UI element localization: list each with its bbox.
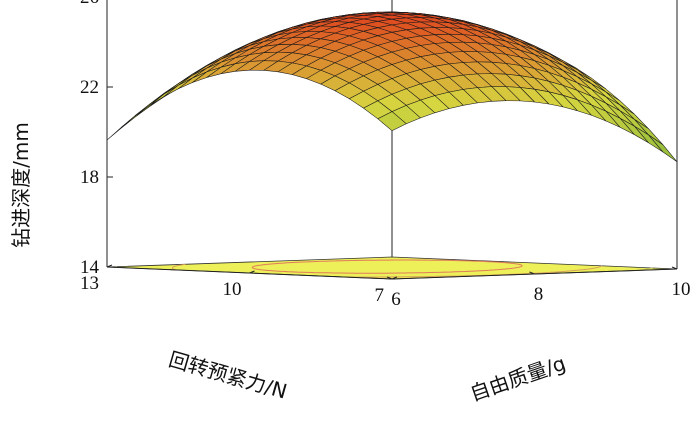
right-wall-frame: [676, 0, 678, 269]
x-tick-label: 6: [391, 289, 401, 310]
x-tick-mark: [529, 271, 535, 275]
x-tick-label: 10: [672, 279, 691, 300]
surface-cell: [163, 77, 193, 97]
floor-plane: [106, 256, 678, 280]
y-axis-title: 回转预紧力/N: [166, 347, 290, 404]
x-tick-mark: [386, 276, 393, 280]
x-tick-label: 8: [534, 284, 544, 305]
x-axis-title: 自由质量/g: [467, 351, 569, 406]
z-tick-label: 18: [80, 167, 99, 188]
y-tick-mark: [391, 276, 398, 280]
z-tick-label: 26: [80, 0, 99, 8]
surface-cell: [377, 111, 407, 131]
y-tick-label: 13: [80, 273, 99, 294]
contour-24: [251, 259, 523, 274]
z-axis-title: 钻进深度/mm: [9, 122, 33, 248]
tick-labels: 14 18 22 26 7 10 13 6 8 10: [80, 0, 691, 310]
y-tick-mark: [249, 270, 255, 274]
z-tick-label: 22: [80, 77, 99, 98]
response-surface: [106, 11, 678, 163]
x-tick-mark: [671, 266, 678, 270]
surface-cell: [648, 134, 678, 163]
y-tick-mark: [106, 264, 113, 268]
y-tick-label: 10: [223, 279, 242, 300]
y-tick-label: 7: [375, 285, 385, 306]
z-tick-label: 14: [80, 257, 100, 278]
